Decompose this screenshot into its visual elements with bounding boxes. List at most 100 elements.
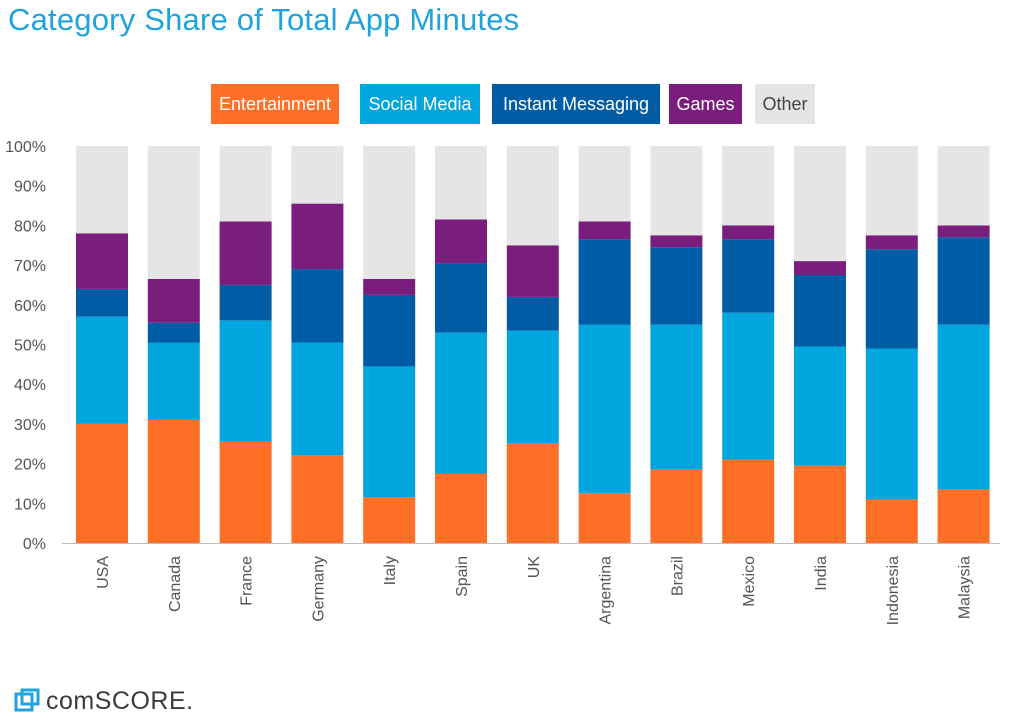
- bar-germany-instant-messaging: [291, 269, 344, 343]
- bar-brazil-social-media: [650, 324, 703, 470]
- bar-india-games: [794, 261, 846, 275]
- bar-italy-social-media: [363, 366, 416, 498]
- bar-spain-other: [435, 146, 487, 220]
- legend-games: Games: [669, 84, 742, 124]
- x-tick-label-mexico: Mexico: [741, 556, 758, 607]
- bar-usa-entertainment: [76, 423, 128, 543]
- bar-indonesia-social-media: [865, 348, 918, 500]
- bar-argentina-instant-messaging: [578, 239, 631, 325]
- bar-mexico-other: [722, 146, 775, 226]
- bar-italy-games: [363, 279, 416, 295]
- stacked-bar-chart: 0% 10% 20% 30% 40% 50% 60% 70% 80% 90% 100% USA Cana…: [5, 139, 1000, 625]
- y-tick-label: 100%: [5, 139, 46, 156]
- bar-argentina-games: [578, 221, 631, 240]
- y-tick-label: 70%: [14, 258, 46, 275]
- y-tick-label: 60%: [14, 298, 46, 315]
- bar-germany-social-media: [291, 342, 344, 456]
- bar-indonesia-games: [865, 235, 918, 250]
- x-tick-label-italy: Italy: [382, 556, 399, 585]
- bar-canada-entertainment: [147, 419, 200, 543]
- bar-mexico-social-media: [722, 312, 775, 460]
- bar-germany-entertainment: [291, 455, 344, 543]
- bar-argentina-entertainment: [578, 493, 631, 543]
- legend-entertainment: Entertainment: [211, 84, 339, 124]
- bar-indonesia-other: [865, 146, 918, 236]
- y-tick-label: 40%: [14, 377, 46, 394]
- x-tick-label-canada: Canada: [167, 556, 184, 612]
- bar-france-instant-messaging: [219, 284, 272, 321]
- bar-india-social-media: [794, 346, 846, 466]
- bar-brazil-other: [650, 146, 703, 236]
- legend-other: Other: [755, 84, 815, 124]
- bar-spain-instant-messaging: [435, 263, 487, 333]
- bar-germany-games: [291, 203, 344, 270]
- y-tick-label: 30%: [14, 417, 46, 434]
- bar-france-other: [219, 146, 272, 222]
- x-tick-label-uk: UK: [526, 556, 543, 579]
- bar-usa-games: [76, 233, 128, 289]
- comscore-logo: comSCORE.: [14, 686, 194, 716]
- bar-india-entertainment: [794, 465, 846, 543]
- bar-italy-instant-messaging: [363, 294, 416, 367]
- bar-argentina-other: [578, 146, 631, 222]
- bar-uk-other: [506, 146, 559, 246]
- x-tick-label-france: France: [239, 556, 256, 606]
- x-tick-label-india: India: [813, 556, 830, 591]
- y-tick-label: 10%: [14, 496, 46, 513]
- bar-uk-games: [506, 245, 559, 297]
- x-tick-label-usa: USA: [95, 556, 112, 589]
- x-tick-label-spain: Spain: [454, 556, 471, 597]
- bar-uk-social-media: [506, 330, 559, 444]
- x-tick-label-argentina: Argentina: [598, 556, 615, 625]
- bar-indonesia-entertainment: [865, 499, 918, 543]
- bar-usa-instant-messaging: [76, 288, 128, 317]
- bar-usa-social-media: [76, 316, 128, 424]
- bar-canada-instant-messaging: [147, 322, 200, 343]
- bar-france-social-media: [219, 320, 272, 442]
- chart-title: Category Share of Total App Minutes: [8, 2, 520, 37]
- bar-uk-entertainment: [506, 443, 559, 544]
- bar-italy-entertainment: [363, 497, 416, 543]
- bar-france-entertainment: [219, 441, 272, 543]
- bar-canada-games: [147, 279, 200, 323]
- chart-legend: Entertainment Social Media Instant Messagi…: [0, 0, 1024, 130]
- x-tick-label-indonesia: Indonesia: [885, 556, 902, 625]
- legend-instant-messaging: Instant Messaging: [492, 84, 660, 124]
- bar-canada-social-media: [147, 342, 200, 420]
- bar-spain-games: [435, 219, 487, 264]
- bar-india-other: [794, 146, 846, 262]
- bar-brazil-entertainment: [650, 469, 703, 543]
- y-tick-label: 0%: [23, 536, 46, 553]
- x-tick-label-germany: Germany: [310, 556, 327, 622]
- bar-india-instant-messaging: [794, 275, 846, 347]
- comscore-logo-text: comSCORE.: [46, 686, 194, 715]
- y-tick-label: 20%: [14, 457, 46, 474]
- comscore-logo-icon: [14, 688, 40, 712]
- bar-malaysia-games: [937, 225, 990, 238]
- bar-argentina-social-media: [578, 324, 631, 494]
- bar-usa-other: [76, 146, 128, 234]
- x-tick-label-malaysia: Malaysia: [957, 556, 974, 619]
- legend-social-media: Social Media: [360, 84, 480, 124]
- bar-germany-other: [291, 146, 344, 204]
- x-tick-label-brazil: Brazil: [669, 556, 686, 596]
- bar-mexico-instant-messaging: [722, 239, 775, 313]
- y-tick-label: 80%: [14, 218, 46, 235]
- bar-indonesia-instant-messaging: [865, 249, 918, 349]
- bar-uk-instant-messaging: [506, 296, 559, 331]
- bar-malaysia-entertainment: [937, 489, 990, 543]
- bar-canada-other: [147, 146, 200, 279]
- y-tick-label: 50%: [14, 338, 46, 355]
- bar-italy-other: [363, 146, 416, 279]
- bar-brazil-instant-messaging: [650, 247, 703, 325]
- bar-spain-social-media: [435, 332, 487, 474]
- bar-mexico-games: [722, 225, 775, 240]
- bar-brazil-games: [650, 235, 703, 248]
- y-tick-label: 90%: [14, 179, 46, 196]
- bar-malaysia-other: [937, 146, 990, 226]
- bar-malaysia-instant-messaging: [937, 237, 990, 325]
- bar-france-games: [219, 221, 272, 285]
- bar-malaysia-social-media: [937, 324, 990, 490]
- bar-mexico-entertainment: [722, 459, 775, 543]
- bar-spain-entertainment: [435, 473, 487, 543]
